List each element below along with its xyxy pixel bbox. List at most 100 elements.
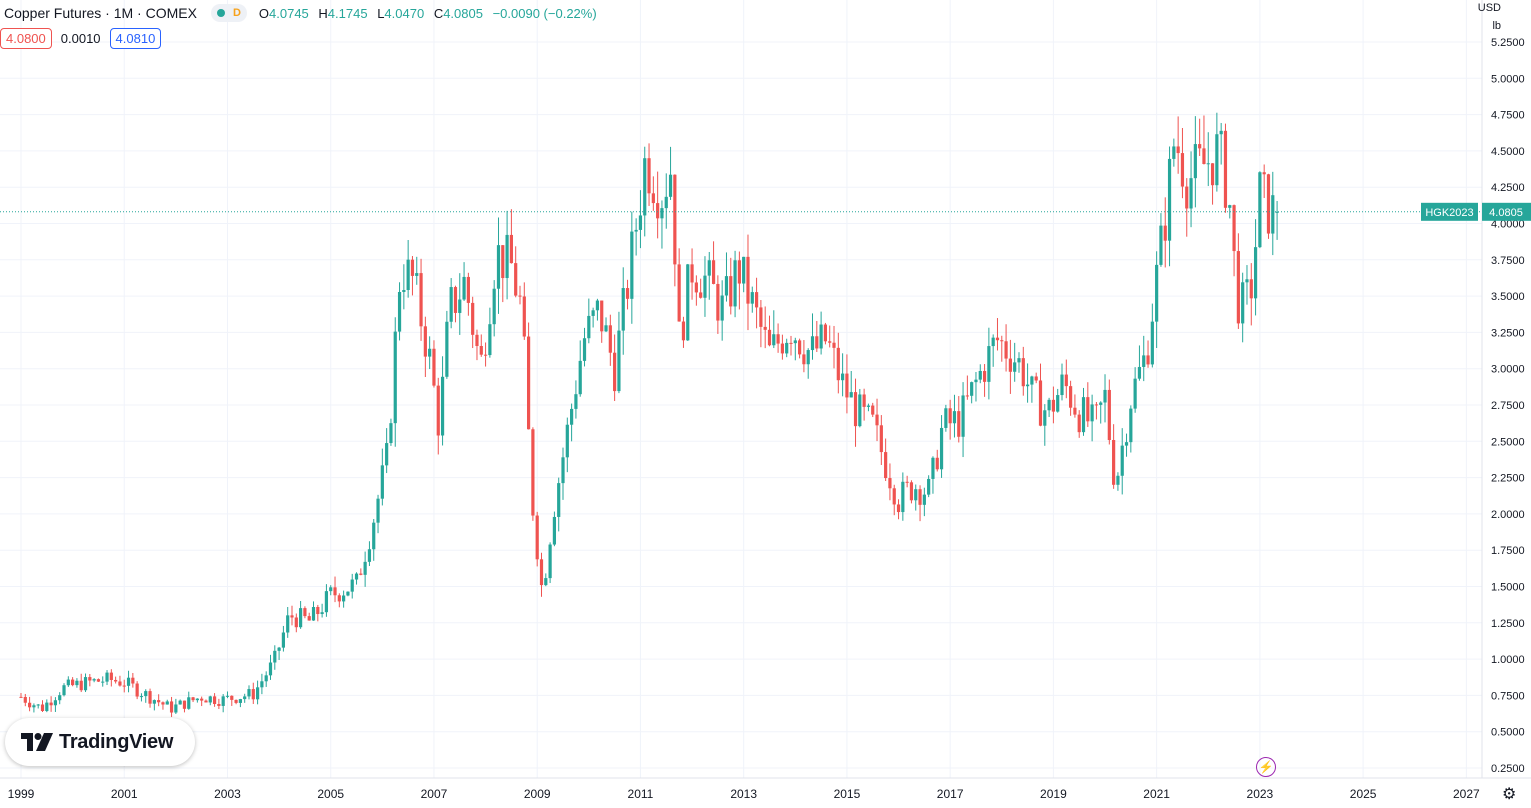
candle-body bbox=[118, 681, 122, 686]
low-label: L bbox=[377, 5, 385, 21]
candle-body bbox=[75, 680, 79, 686]
candle-body bbox=[79, 680, 83, 691]
candle-body bbox=[105, 672, 109, 682]
price-tick-label: 1.7500 bbox=[1491, 545, 1525, 557]
candle-body bbox=[471, 302, 475, 335]
candle-body bbox=[982, 370, 987, 382]
candle-body bbox=[1099, 402, 1103, 405]
price-tick-label: 2.0000 bbox=[1491, 509, 1525, 521]
candle-body bbox=[501, 245, 505, 279]
candle-body bbox=[1266, 174, 1271, 234]
candle-body bbox=[161, 702, 165, 705]
candle-body bbox=[342, 595, 346, 602]
open-label: O bbox=[258, 5, 270, 21]
candle-body bbox=[1073, 407, 1077, 415]
candle-body bbox=[1069, 386, 1073, 408]
candle-body bbox=[449, 287, 453, 322]
candle-body bbox=[1038, 380, 1043, 426]
candle-body bbox=[742, 256, 746, 284]
candle-body bbox=[307, 616, 311, 621]
time-axis-labels[interactable]: 1999 2001 2003 2005 2007 2009 2011 2013 2015 2017… bbox=[8, 787, 1480, 801]
candle-body bbox=[260, 681, 264, 688]
candle-body bbox=[1215, 134, 1219, 186]
change-value: −0.0090 (−0.22%) bbox=[492, 5, 597, 21]
candle-body bbox=[359, 573, 363, 575]
candle-body bbox=[961, 395, 965, 437]
candle-body bbox=[372, 522, 376, 550]
high-value: 4.1745 bbox=[327, 5, 368, 21]
candle-body bbox=[1034, 376, 1038, 381]
time-tick-label: 2005 bbox=[317, 787, 344, 801]
gear-icon[interactable]: ⚙ bbox=[1502, 786, 1517, 803]
price-tick-label: 2.2500 bbox=[1491, 473, 1525, 485]
candle-body bbox=[582, 338, 587, 361]
candle-body bbox=[548, 544, 552, 579]
candle-body bbox=[402, 290, 406, 292]
candle-body bbox=[832, 342, 836, 348]
time-tick-label: 2017 bbox=[937, 787, 964, 801]
candle-body bbox=[389, 423, 393, 444]
candle-body bbox=[23, 696, 27, 703]
low-value: 4.0470 bbox=[384, 5, 425, 21]
candle-body bbox=[273, 650, 277, 663]
candle-body bbox=[522, 296, 526, 337]
candle-body bbox=[1103, 389, 1107, 403]
candle-body bbox=[243, 696, 247, 700]
candle-body bbox=[320, 612, 324, 615]
candle-body bbox=[974, 379, 978, 383]
candle-body bbox=[380, 465, 384, 499]
candle-body bbox=[101, 681, 105, 683]
candle-body bbox=[673, 174, 677, 265]
candle-body bbox=[823, 324, 828, 342]
candle-body bbox=[514, 263, 518, 296]
candle-body bbox=[234, 699, 238, 703]
tradingview-logo[interactable]: TradingView bbox=[5, 718, 195, 766]
candle-body bbox=[1275, 211, 1279, 213]
candle-body bbox=[841, 373, 845, 381]
candle-body bbox=[1017, 358, 1021, 363]
candle-body bbox=[247, 689, 251, 697]
candle-body bbox=[200, 698, 204, 701]
candle-body bbox=[798, 340, 802, 355]
candle-body bbox=[62, 685, 66, 696]
candle-body bbox=[1155, 264, 1159, 322]
price-tick-label: 0.2500 bbox=[1491, 763, 1525, 775]
candle-body bbox=[397, 291, 402, 332]
currency-label[interactable]: USD bbox=[1477, 2, 1501, 14]
candle-body bbox=[251, 689, 255, 700]
candle-body bbox=[638, 215, 643, 230]
candle-body bbox=[1176, 146, 1180, 154]
time-tick-label: 1999 bbox=[8, 787, 35, 801]
buy-price-button[interactable]: 4.0810 bbox=[109, 28, 162, 49]
candle-body bbox=[466, 276, 470, 303]
time-tick-label: 2025 bbox=[1350, 787, 1377, 801]
lightning-icon[interactable]: ⚡ bbox=[1256, 757, 1276, 777]
price-axis-area[interactable] bbox=[1482, 0, 1531, 778]
candle-body bbox=[535, 515, 539, 560]
candle-body bbox=[505, 234, 509, 279]
unit-label[interactable]: lb bbox=[1492, 20, 1501, 32]
candle-body bbox=[204, 700, 208, 703]
candle-body bbox=[462, 276, 466, 300]
candle-body bbox=[862, 394, 866, 407]
candle-body bbox=[131, 677, 135, 684]
candle-body bbox=[896, 504, 901, 513]
time-tick-label: 2003 bbox=[214, 787, 241, 801]
market-status[interactable]: D bbox=[210, 4, 247, 22]
sell-price-button[interactable]: 4.0800 bbox=[0, 28, 52, 49]
time-tick-label: 2015 bbox=[834, 787, 861, 801]
candle-body bbox=[970, 382, 974, 396]
candle-body bbox=[1258, 172, 1262, 248]
candle-body bbox=[884, 452, 888, 479]
candle-body bbox=[135, 683, 139, 697]
candle-body bbox=[703, 275, 707, 298]
candle-body bbox=[539, 559, 544, 586]
candle-body bbox=[630, 231, 634, 299]
candle-body bbox=[759, 307, 763, 327]
symbol-title[interactable]: Copper Futures · 1M · COMEX bbox=[4, 5, 197, 21]
candle-body bbox=[909, 482, 914, 501]
grid-lines bbox=[0, 0, 1482, 778]
candle-body bbox=[286, 615, 290, 633]
candle-body bbox=[316, 607, 320, 615]
